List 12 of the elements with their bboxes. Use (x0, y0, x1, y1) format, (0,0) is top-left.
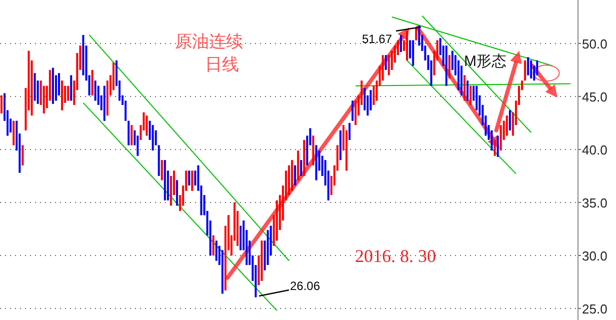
y-tick-label: 45.0 (582, 89, 608, 104)
annotation: 26.06 (290, 279, 320, 293)
y-tick-label: 35.0 (582, 195, 608, 210)
annotation: 51.67 (362, 32, 392, 46)
text: 原油连续 (175, 32, 243, 51)
y-tick-label: 25.0 (582, 301, 608, 316)
annotation: M形态 (464, 53, 506, 70)
y-tick-label: 50.0 (582, 36, 608, 52)
y-tick-label: 40.0 (582, 142, 608, 158)
annotation: 2016. 8. 30 (355, 246, 436, 266)
y-tick-label: 30.0 (582, 248, 608, 264)
text: 日线 (205, 55, 239, 74)
